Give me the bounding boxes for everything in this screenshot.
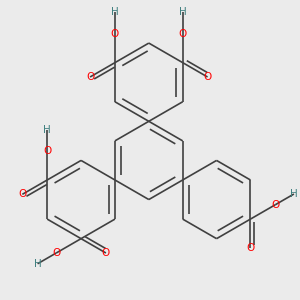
Text: O: O <box>43 146 51 156</box>
Text: O: O <box>86 72 94 82</box>
Text: O: O <box>203 72 211 82</box>
Text: H: H <box>179 8 187 17</box>
Text: H: H <box>34 259 41 269</box>
Text: O: O <box>18 189 26 199</box>
Text: H: H <box>111 8 119 17</box>
Text: O: O <box>102 248 110 258</box>
Text: O: O <box>111 29 119 39</box>
Text: O: O <box>246 243 255 253</box>
Text: O: O <box>178 29 187 39</box>
Text: H: H <box>290 189 298 199</box>
Text: H: H <box>43 125 51 135</box>
Text: O: O <box>52 248 60 258</box>
Text: O: O <box>271 200 279 210</box>
